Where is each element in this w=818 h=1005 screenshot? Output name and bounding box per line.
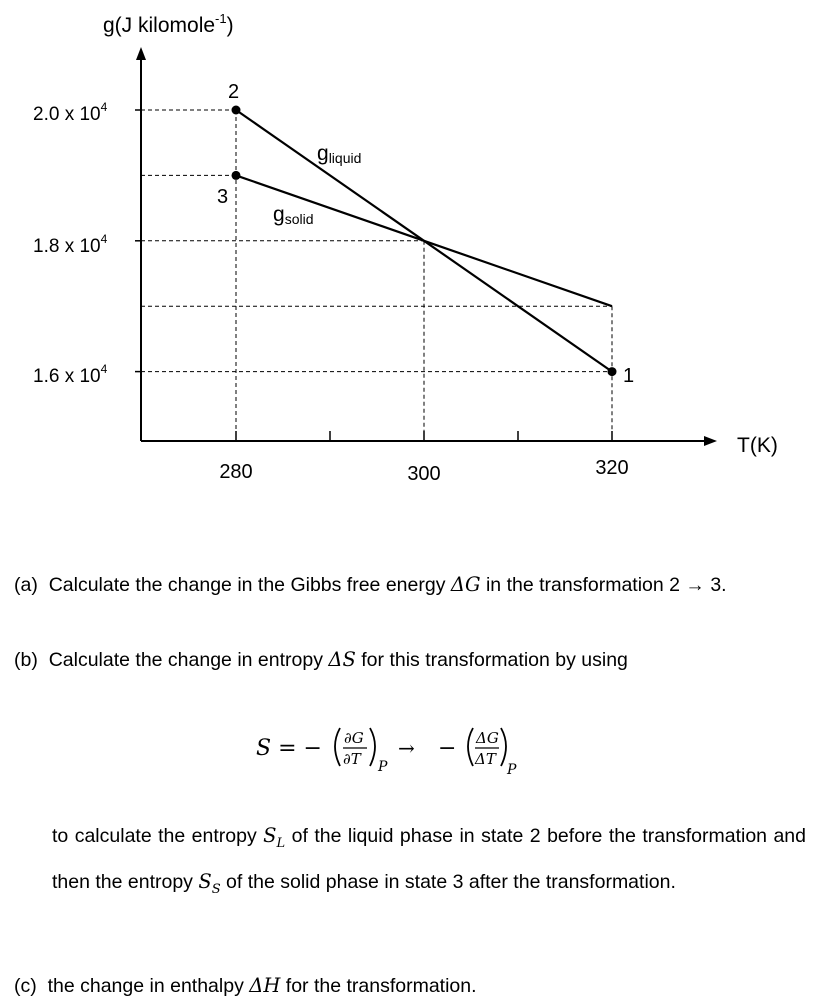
formula-paren — [334, 727, 341, 767]
point-label: 3 — [217, 186, 228, 208]
entropy-formula: S = − ∂G ∂T P → − ΔG ΔT P — [256, 727, 517, 778]
formula-dG: ∂G — [344, 729, 364, 747]
point-label: 2 — [228, 81, 239, 103]
series-label-liquid: gliquid — [317, 142, 361, 166]
series-lines — [235, 109, 613, 373]
axis-ticks — [135, 109, 613, 441]
formula-lhs: S = − — [256, 736, 322, 761]
formula-sub-p: P — [506, 762, 517, 778]
formula-arrow: → — [398, 736, 415, 760]
entropy-paragraph: to calculate the entropy SL of the liqui… — [52, 824, 806, 897]
formula-paren — [500, 727, 507, 767]
x-tick-label: 320 — [595, 457, 628, 479]
gibbs-energy-chart: g(J kilomole-1) T(K) gliquid gsolid 2.0 … — [33, 11, 778, 485]
y-axis-title: g(J kilomole-1) — [103, 11, 234, 37]
x-axis-arrow — [704, 436, 717, 446]
state-point-2 — [231, 105, 241, 115]
x-tick-label: 300 — [407, 463, 440, 485]
dashed-guides — [141, 109, 613, 441]
point-label: 1 — [623, 365, 634, 387]
formula-DG: ΔG — [475, 729, 499, 747]
y-tick-label: 1.6 x 104 — [33, 362, 108, 387]
question-a: (a) Calculate the change in the Gibbs fr… — [14, 573, 727, 596]
formula-minus: − — [438, 736, 456, 761]
x-axis-title: T(K) — [737, 434, 778, 457]
formula-paren — [369, 727, 376, 767]
formula-sub-p: P — [377, 759, 388, 775]
formula-dT: ∂T — [343, 750, 362, 768]
state-points — [231, 105, 617, 377]
formula-DT: ΔT — [474, 750, 497, 768]
y-axis-arrow — [136, 47, 146, 60]
state-point-1 — [607, 367, 617, 377]
series-label-solid: gsolid — [273, 203, 313, 227]
formula-paren — [467, 727, 474, 767]
x-tick-label: 280 — [219, 461, 252, 483]
y-tick-label: 1.8 x 104 — [33, 232, 108, 257]
series-line-solid — [235, 174, 613, 308]
question-b: (b) Calculate the change in entropy ΔS f… — [14, 648, 628, 671]
state-point-3 — [231, 170, 241, 180]
question-c: (c) the change in enthalpy ΔH for the tr… — [14, 974, 477, 997]
y-tick-label: 2.0 x 104 — [33, 100, 108, 125]
